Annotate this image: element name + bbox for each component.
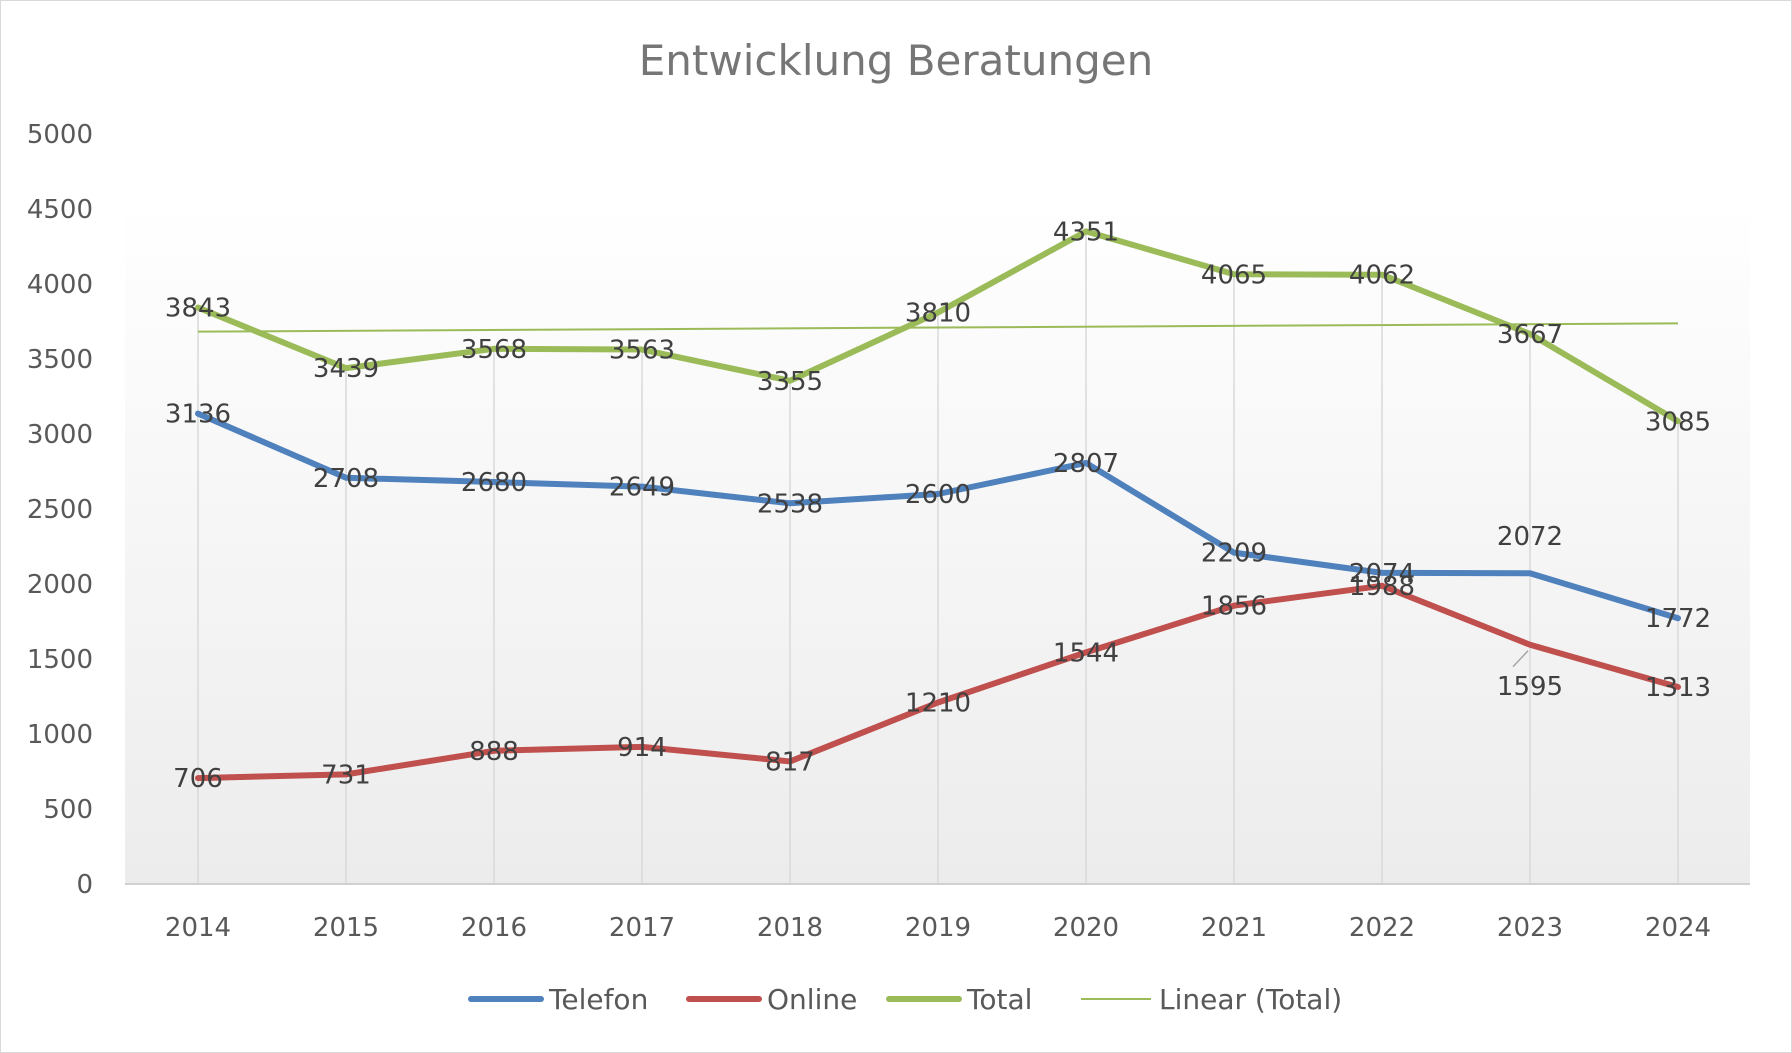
data-label: 1313 xyxy=(1645,673,1711,703)
data-label: 706 xyxy=(173,764,223,794)
y-tick-label: 1000 xyxy=(27,720,93,750)
data-label: 3843 xyxy=(165,294,231,324)
series-line-online xyxy=(195,582,1681,782)
legend-label: Linear (Total) xyxy=(1159,983,1342,1016)
trendline-total xyxy=(197,322,1679,333)
y-tick-label: 3000 xyxy=(27,420,93,450)
data-label: 1988 xyxy=(1349,572,1415,602)
data-label: 3563 xyxy=(609,336,675,366)
data-label: 3136 xyxy=(165,400,231,430)
data-label: 1856 xyxy=(1201,592,1267,622)
label-leader-line xyxy=(1512,650,1529,668)
data-label: 3667 xyxy=(1497,320,1563,350)
legend-label: Online xyxy=(767,983,857,1016)
legend-label: Telefon xyxy=(548,983,648,1016)
x-tick-label: 2020 xyxy=(1053,913,1119,943)
data-label: 2680 xyxy=(461,468,527,498)
data-label: 2708 xyxy=(313,464,379,494)
data-label: 2649 xyxy=(609,473,675,503)
data-label: 1595 xyxy=(1497,672,1563,702)
y-tick-label: 2500 xyxy=(27,495,93,525)
data-label: 2807 xyxy=(1053,449,1119,479)
x-tick-label: 2022 xyxy=(1349,913,1415,943)
data-label: 817 xyxy=(765,747,815,777)
data-label: 3439 xyxy=(313,354,379,384)
x-tick-label: 2017 xyxy=(609,913,675,943)
x-tick-label: 2018 xyxy=(757,913,823,943)
y-tick-label: 2000 xyxy=(27,570,93,600)
data-label: 3085 xyxy=(1645,407,1711,437)
data-label: 914 xyxy=(617,733,667,763)
data-label: 888 xyxy=(469,737,519,767)
series-line-telefon xyxy=(195,410,1681,622)
data-label: 2209 xyxy=(1201,539,1267,569)
chart-title: Entwicklung Beratungen xyxy=(639,36,1153,85)
y-tick-label: 5000 xyxy=(27,120,93,150)
data-label: 1772 xyxy=(1645,604,1711,634)
x-tick-label: 2024 xyxy=(1645,913,1711,943)
data-label: 3810 xyxy=(905,299,971,329)
data-label: 2074 xyxy=(1349,559,1415,589)
y-tick-label: 3500 xyxy=(27,345,93,375)
data-label: 2600 xyxy=(905,480,971,510)
data-label: 4062 xyxy=(1349,261,1415,291)
data-label: 2072 xyxy=(1497,522,1563,552)
data-label: 1544 xyxy=(1053,638,1119,668)
data-label: 3568 xyxy=(461,335,527,365)
data-label: 731 xyxy=(321,760,371,790)
x-tick-label: 2019 xyxy=(905,913,971,943)
data-label: 1210 xyxy=(905,689,971,719)
x-tick-label: 2015 xyxy=(313,913,379,943)
data-label: 2538 xyxy=(757,489,823,519)
x-tick-label: 2014 xyxy=(165,913,231,943)
x-tick-label: 2021 xyxy=(1201,913,1267,943)
x-tick-label: 2023 xyxy=(1497,913,1563,943)
data-label: 4065 xyxy=(1201,260,1267,290)
data-label: 3355 xyxy=(757,367,823,397)
y-tick-label: 500 xyxy=(43,795,93,825)
y-tick-label: 0 xyxy=(76,870,93,900)
legend-label: Total xyxy=(966,983,1032,1016)
y-tick-label: 4500 xyxy=(27,195,93,225)
series-line-total xyxy=(195,228,1681,425)
y-tick-label: 4000 xyxy=(27,270,93,300)
y-tick-label: 1500 xyxy=(27,645,93,675)
data-label: 4351 xyxy=(1053,217,1119,247)
x-tick-label: 2016 xyxy=(461,913,527,943)
